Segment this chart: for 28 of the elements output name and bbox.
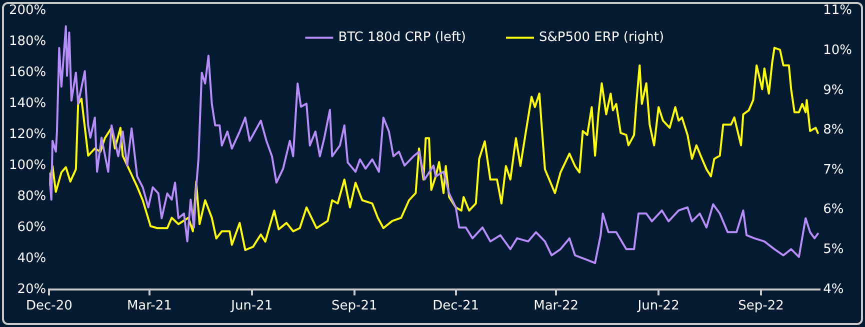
legend-label: BTC 180d CRP (left) xyxy=(338,30,466,46)
y-tick-label: 20% xyxy=(17,282,46,297)
y-tick-label: 180% xyxy=(8,34,46,50)
y-tick-label: 100% xyxy=(8,158,46,173)
legend-label: S&P500 ERP (right) xyxy=(538,30,664,46)
y2-tick-label: 5% xyxy=(823,242,844,257)
y-tick-label: 80% xyxy=(17,188,46,204)
x-tick-label: Jun-21 xyxy=(230,298,273,314)
y-tick-label: 160% xyxy=(8,65,46,80)
x-tick-label: Dec-20 xyxy=(26,298,72,314)
y2-tick-label: 6% xyxy=(823,202,844,218)
y2-tick-label: 10% xyxy=(823,42,852,58)
x-tick-label: Sep-21 xyxy=(332,298,378,314)
y-tick-label: 120% xyxy=(8,126,46,142)
x-tick-label: Mar-21 xyxy=(126,298,172,314)
x-tick-label: Sep-22 xyxy=(738,298,784,314)
y2-tick-label: 11% xyxy=(823,3,852,18)
y2-tick-label: 4% xyxy=(823,282,844,297)
y2-tick-label: 7% xyxy=(823,162,844,178)
y2-tick-label: 8% xyxy=(823,122,844,138)
y-tick-label: 140% xyxy=(8,96,46,112)
x-tick-label: Jun-22 xyxy=(636,298,680,314)
x-tick-label: Dec-21 xyxy=(432,298,479,314)
y-tick-label: 40% xyxy=(17,250,46,266)
y2-tick-label: 9% xyxy=(823,82,844,98)
y-tick-label: 200% xyxy=(8,3,46,18)
x-tick-label: Mar-22 xyxy=(534,298,579,314)
y-tick-label: 60% xyxy=(17,220,46,235)
